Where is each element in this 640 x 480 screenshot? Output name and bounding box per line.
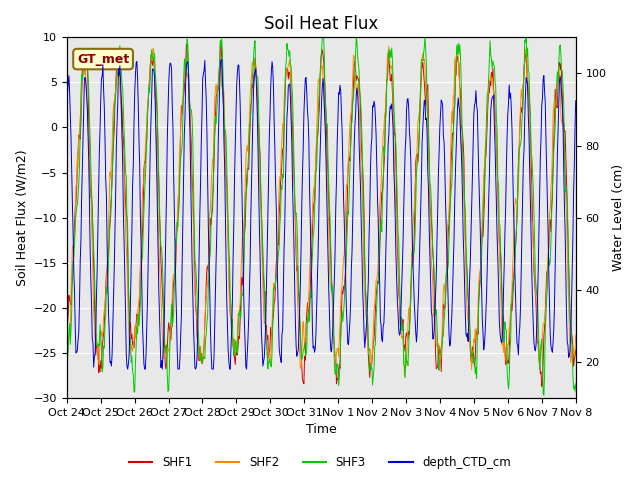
SHF2 [72, 183, 80, 189]
SHF2 [203, 285, 211, 291]
SHF2 [125, 318, 132, 324]
Text: GT_met: GT_met [77, 53, 129, 66]
SHF2 [385, 43, 393, 49]
depth_CTD_cm [63, 108, 70, 114]
SHF3 [203, 320, 211, 326]
SHF3 [540, 392, 548, 398]
SHF1 [125, 290, 132, 296]
SHF3 [72, 211, 80, 217]
depth_CTD_cm [125, 352, 133, 358]
SHF3 [399, 328, 406, 334]
SHF1 [72, 198, 80, 204]
Line: depth_CTD_cm: depth_CTD_cm [67, 60, 576, 369]
SHF3 [63, 369, 70, 375]
depth_CTD_cm [72, 350, 80, 356]
depth_CTD_cm [399, 241, 407, 247]
SHF1 [538, 384, 545, 389]
SHF1 [572, 347, 580, 353]
Line: SHF2: SHF2 [67, 46, 576, 376]
SHF2 [176, 149, 184, 155]
SHF3 [383, 77, 391, 83]
Line: SHF3: SHF3 [67, 37, 576, 395]
SHF2 [572, 332, 580, 338]
depth_CTD_cm [124, 366, 131, 372]
Legend: SHF1, SHF2, SHF3, depth_CTD_cm: SHF1, SHF2, SHF3, depth_CTD_cm [124, 452, 516, 474]
SHF3 [572, 381, 580, 387]
Title: Soil Heat Flux: Soil Heat Flux [264, 15, 378, 33]
depth_CTD_cm [204, 178, 211, 184]
SHF1 [383, 72, 391, 77]
Line: SHF1: SHF1 [67, 42, 576, 386]
SHF1 [203, 265, 211, 271]
depth_CTD_cm [572, 98, 580, 104]
SHF2 [401, 373, 408, 379]
SHF1 [176, 150, 184, 156]
SHF1 [399, 324, 406, 330]
X-axis label: Time: Time [306, 423, 337, 436]
depth_CTD_cm [217, 57, 225, 62]
SHF2 [399, 334, 406, 339]
SHF1 [216, 39, 224, 45]
SHF3 [319, 35, 326, 40]
SHF2 [383, 82, 390, 88]
SHF3 [176, 168, 184, 173]
depth_CTD_cm [177, 332, 184, 337]
SHF3 [125, 281, 132, 287]
depth_CTD_cm [384, 142, 392, 147]
SHF2 [63, 351, 70, 357]
Y-axis label: Water Level (cm): Water Level (cm) [612, 164, 625, 271]
Y-axis label: Soil Heat Flux (W/m2): Soil Heat Flux (W/m2) [15, 149, 28, 286]
SHF1 [63, 334, 70, 340]
